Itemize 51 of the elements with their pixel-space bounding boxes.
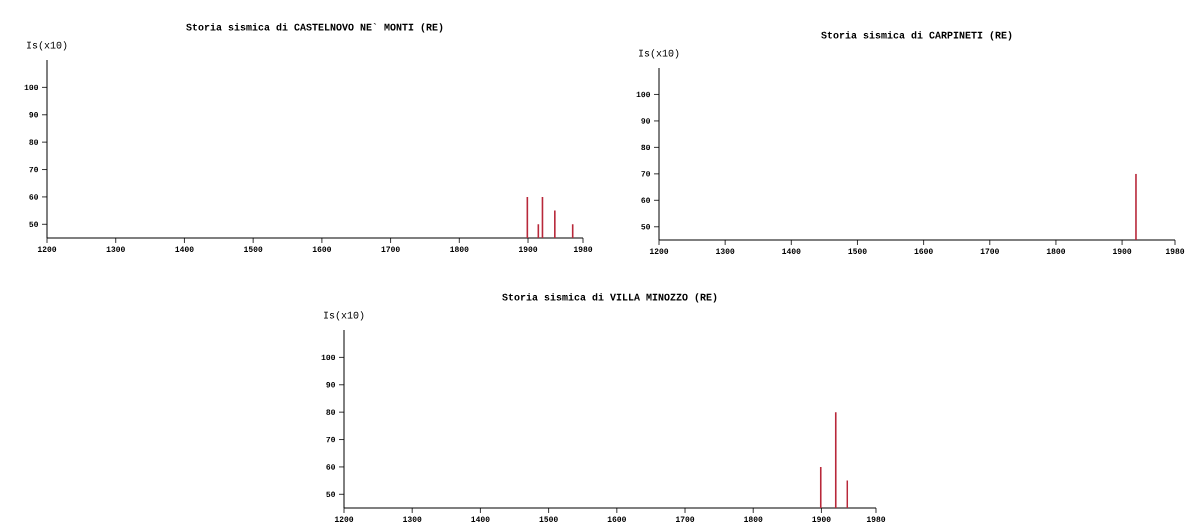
y-tick-label: 60 [641, 197, 651, 204]
y-tick-label: 100 [636, 91, 651, 98]
y-tick-label: 70 [641, 171, 651, 177]
x-tick-label: 1700 [675, 516, 695, 522]
x-tick-label: 1980 [1165, 248, 1185, 254]
x-tick-label: 1200 [37, 246, 57, 252]
y-tick-label: 90 [641, 118, 651, 124]
y-tick-label: 60 [29, 194, 39, 200]
y-tick-label: 70 [326, 436, 336, 443]
x-tick-label: 1600 [914, 248, 933, 254]
chart-title: Storia sismica di VILLA MINOZZO (RE) [502, 293, 717, 303]
y-axis-title: Is(x10) [26, 41, 67, 51]
x-tick-label: 1600 [312, 246, 332, 252]
chart-title: Storia sismica di CASTELNOVO NE` MONTI (RE) [186, 23, 443, 33]
x-tick-label: 1900 [1113, 248, 1132, 254]
x-tick-label: 1900 [812, 516, 831, 522]
x-tick-label: 1700 [980, 248, 999, 254]
y-tick-label: 50 [641, 224, 651, 230]
x-tick-label: 1980 [573, 246, 593, 252]
y-tick-label: 100 [321, 354, 336, 361]
x-tick-label: 1400 [471, 516, 490, 522]
x-tick-label: 1300 [106, 246, 125, 252]
y-tick-label: 90 [326, 382, 336, 388]
x-tick-label: 1800 [1046, 248, 1066, 254]
y-tick-label: 50 [29, 221, 39, 228]
y-tick-label: 50 [326, 491, 336, 498]
x-tick-label: 1800 [450, 246, 469, 252]
x-tick-label: 1900 [518, 246, 538, 252]
x-tick-label: 1800 [744, 516, 763, 522]
x-tick-label: 1200 [334, 516, 354, 522]
y-tick-label: 80 [326, 409, 336, 415]
x-tick-label: 1500 [539, 516, 558, 522]
x-tick-label: 1500 [848, 248, 867, 254]
x-tick-label: 1600 [607, 516, 626, 522]
x-tick-label: 1200 [649, 248, 669, 254]
y-tick-label: 80 [29, 139, 39, 145]
x-tick-label: 1700 [381, 246, 400, 252]
x-tick-label: 1500 [244, 246, 263, 252]
x-tick-label: 1400 [782, 248, 801, 254]
y-tick-label: 80 [641, 144, 651, 151]
y-axis-title: Is(x10) [323, 311, 364, 321]
y-axis-title: Is(x10) [638, 49, 679, 59]
y-tick-label: 60 [326, 464, 336, 470]
x-tick-label: 1400 [175, 246, 194, 252]
chart-title: Storia sismica di CARPINETI (RE) [821, 31, 1012, 41]
x-tick-label: 1300 [403, 516, 422, 522]
y-tick-label: 90 [29, 112, 39, 118]
x-tick-label: 1300 [716, 248, 735, 254]
y-tick-label: 100 [24, 84, 39, 91]
y-tick-label: 70 [29, 166, 39, 173]
x-tick-label: 1980 [866, 516, 886, 522]
